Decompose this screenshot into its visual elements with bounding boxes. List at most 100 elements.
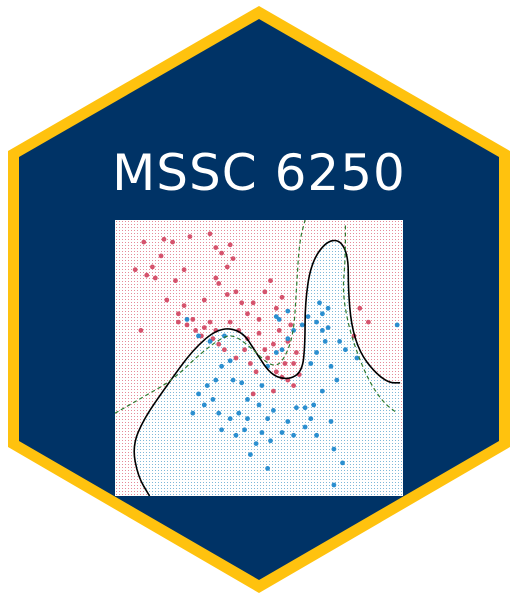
blue-point [265, 466, 270, 471]
blue-point [245, 397, 250, 402]
blue-point [302, 405, 308, 411]
red-point [207, 319, 213, 325]
blue-point [308, 416, 314, 422]
blue-point [201, 402, 207, 408]
blue-point [285, 419, 291, 424]
red-point [161, 236, 167, 242]
red-point [193, 328, 198, 333]
red-point [184, 322, 190, 328]
blue-point [279, 430, 285, 435]
blue-point [320, 328, 325, 333]
blue-point [219, 427, 224, 433]
red-point [176, 319, 181, 325]
blue-point [256, 402, 262, 408]
blue-point [204, 383, 210, 388]
red-point [187, 234, 193, 239]
red-point [138, 328, 144, 333]
red-point [262, 347, 268, 353]
curves-layer [115, 220, 401, 496]
blue-point [271, 408, 276, 413]
red-point [216, 341, 222, 347]
blue-point [233, 432, 239, 438]
red-point [190, 317, 196, 322]
blue-point [268, 438, 273, 444]
red-point [291, 361, 296, 366]
solid-boundary-curve [133, 239, 401, 496]
blue-point [210, 397, 216, 402]
blue-point [207, 339, 213, 344]
red-point [173, 278, 178, 284]
blue-point [299, 322, 305, 328]
red-point [366, 319, 371, 325]
blue-point [248, 452, 253, 457]
blue-point [328, 363, 334, 369]
red-point [256, 317, 262, 322]
blue-point [265, 416, 270, 422]
red-point [282, 361, 288, 366]
red-point [201, 297, 207, 303]
dashed-boundary-curve [342, 225, 398, 414]
blue-point [320, 311, 325, 317]
blue-point [259, 430, 265, 435]
blue-point [213, 377, 219, 383]
red-point [216, 281, 222, 286]
red-point [279, 294, 285, 300]
red-point [181, 303, 187, 308]
blue-point [320, 388, 325, 394]
red-point [150, 264, 155, 270]
red-point [144, 272, 150, 278]
red-point [248, 361, 253, 366]
blue-point [273, 350, 279, 355]
red-point [181, 267, 187, 273]
red-point [224, 264, 230, 270]
red-point [227, 242, 233, 248]
blue-point [291, 328, 296, 333]
plot-svg [115, 220, 403, 496]
blue-point [328, 419, 334, 424]
red-point [227, 319, 233, 325]
red-point [357, 305, 363, 311]
blue-point [196, 333, 201, 339]
blue-point [245, 416, 250, 422]
red-point [262, 289, 268, 295]
red-point [256, 330, 262, 336]
blue-point [314, 319, 319, 325]
red-point [245, 311, 250, 317]
red-point [141, 239, 147, 245]
red-point [222, 347, 227, 353]
blue-point [285, 336, 291, 342]
red-point [250, 391, 256, 397]
blue-point [331, 482, 337, 488]
blue-point [314, 432, 319, 438]
blue-point [230, 377, 236, 383]
red-point [233, 355, 239, 361]
red-point [219, 250, 224, 256]
blue-point [331, 446, 337, 452]
blue-point [334, 377, 340, 383]
blue-point [227, 416, 233, 422]
blue-point [343, 347, 348, 353]
red-point [158, 253, 164, 259]
red-point [233, 289, 239, 295]
red-point [176, 311, 181, 317]
blue-point [279, 347, 285, 353]
blue-point [325, 325, 331, 330]
red-point [265, 355, 270, 361]
red-point [242, 347, 247, 353]
blue-point [291, 432, 296, 438]
course-title: MSSC 6250 [112, 144, 406, 202]
blue-point [308, 361, 314, 366]
blue-point [294, 405, 299, 411]
red-point [291, 383, 296, 388]
blue-point [216, 410, 222, 416]
blue-point [354, 355, 360, 361]
blue-point [305, 314, 311, 319]
blue-point [253, 441, 259, 446]
blue-point [259, 383, 265, 388]
blue-point [190, 410, 196, 416]
red-point [152, 275, 158, 281]
red-point [164, 297, 170, 303]
red-point [132, 267, 138, 273]
red-point [253, 369, 259, 375]
red-point [230, 256, 236, 261]
